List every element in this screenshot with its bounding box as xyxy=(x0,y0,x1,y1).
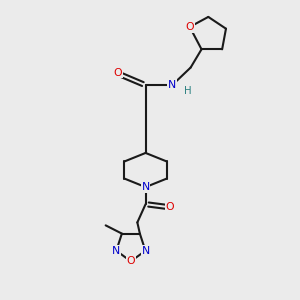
Text: H: H xyxy=(184,86,191,96)
Text: O: O xyxy=(166,202,174,212)
Text: N: N xyxy=(168,80,176,90)
Text: N: N xyxy=(112,246,120,256)
Text: N: N xyxy=(142,246,150,256)
Text: O: O xyxy=(113,68,122,78)
Text: O: O xyxy=(185,22,194,32)
Text: N: N xyxy=(142,182,150,192)
Text: O: O xyxy=(127,256,135,266)
